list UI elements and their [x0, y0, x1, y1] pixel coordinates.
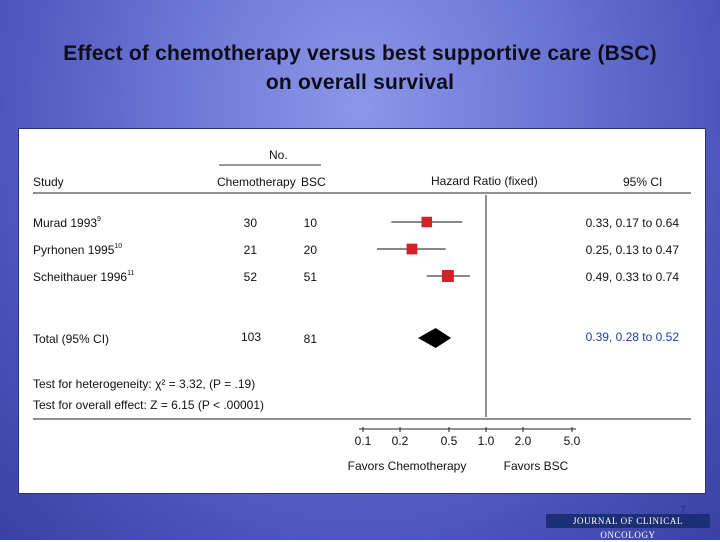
total-chemo-n: 103	[241, 330, 261, 344]
header-chemotherapy: Chemotherapy	[217, 175, 296, 189]
slide-title-line-2: on overall survival	[265, 71, 455, 94]
study-bsc-n: 20	[304, 243, 318, 257]
x-tick-label: 0.1	[355, 434, 372, 448]
header-hazard-ratio: Hazard Ratio (fixed)	[431, 174, 538, 188]
header-ci: 95% CI	[623, 175, 662, 189]
test-heterogeneity: Test for heterogeneity: χ² = 3.32, (P = …	[33, 377, 255, 391]
study-name: Scheithauer 199611	[33, 270, 134, 284]
x-tick-label: 0.5	[441, 434, 458, 448]
slide-number: 7	[680, 505, 686, 516]
study-chemo-n: 21	[244, 243, 258, 257]
header-study: Study	[33, 175, 64, 189]
header-bsc: BSC	[301, 175, 326, 189]
x-tick-label: 1.0	[478, 434, 495, 448]
forest-plot: No. Study Chemotherapy BSC Hazard Ratio (fix…	[33, 148, 691, 473]
x-tick-label: 0.2	[392, 434, 409, 448]
study-ci-text: 0.33, 0.17 to 0.64	[586, 216, 680, 230]
total-bsc-n: 81	[304, 332, 318, 346]
study-bsc-n: 10	[304, 216, 318, 230]
header-no: No.	[269, 148, 288, 162]
study-ci-text: 0.49, 0.33 to 0.74	[586, 270, 680, 284]
total-ci-text: 0.39, 0.28 to 0.52	[586, 330, 680, 344]
study-effect-marker	[421, 216, 433, 228]
pooled-diamond	[418, 328, 452, 348]
study-chemo-n: 52	[244, 270, 258, 284]
study-effect-marker	[441, 270, 454, 282]
study-name: Pyrhonen 199510	[33, 243, 122, 257]
x-label-favors-bsc: Favors BSC	[504, 459, 569, 473]
forest-plot-panel: No. Study Chemotherapy BSC Hazard Ratio (fix…	[18, 128, 706, 494]
x-tick-label: 2.0	[515, 434, 532, 448]
study-ci-text: 0.25, 0.13 to 0.47	[586, 243, 680, 257]
test-overall-effect: Test for overall effect: Z = 6.15 (P < .…	[33, 398, 264, 412]
x-tick-label: 5.0	[564, 434, 581, 448]
study-bsc-n: 51	[304, 270, 318, 284]
slide-title-line-1: Effect of chemotherapy versus best suppo…	[63, 42, 657, 65]
study-effect-marker	[406, 243, 418, 255]
x-label-favors-chemotherapy: Favors Chemotherapy	[348, 459, 467, 473]
study-name: Murad 19939	[33, 216, 101, 230]
total-label: Total (95% CI)	[33, 332, 109, 346]
journal-logo: JOURNAL OF CLINICAL ONCOLOGY	[546, 514, 710, 540]
study-chemo-n: 30	[244, 216, 258, 230]
